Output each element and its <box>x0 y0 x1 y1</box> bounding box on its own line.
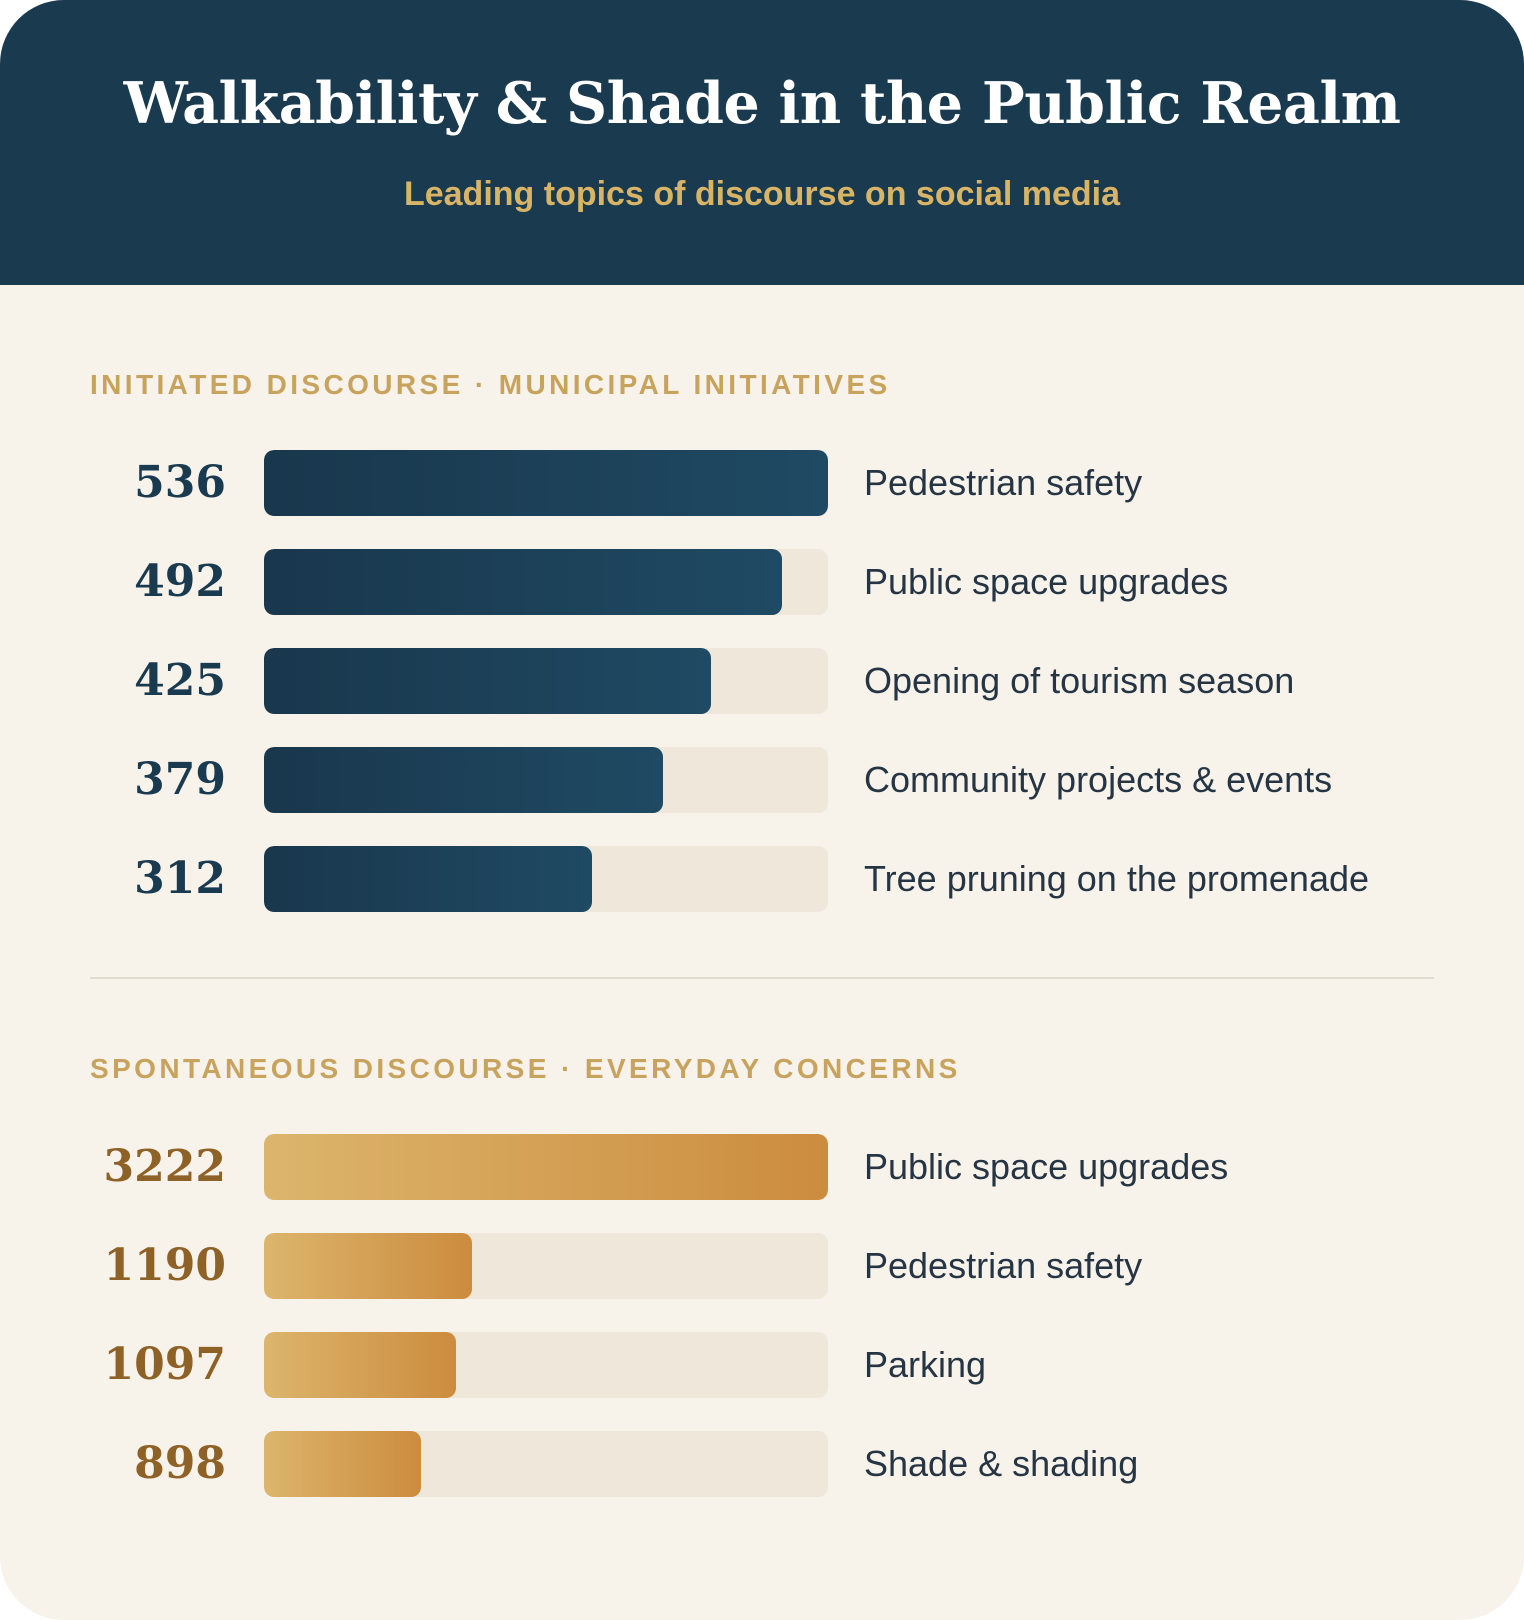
bar-track <box>264 1134 828 1200</box>
bar <box>264 450 828 516</box>
bar <box>264 1134 828 1200</box>
bar <box>264 1332 456 1398</box>
bar-value-label: 898 <box>134 1438 226 1489</box>
bar <box>264 1233 472 1299</box>
initiated-discourse-heading: INITIATED DISCOURSE · MUNICIPAL INITIATI… <box>90 369 891 400</box>
bar-row: 1190 Pedestrian safety <box>0 1233 1524 1299</box>
bar-value-label: 1190 <box>103 1240 226 1291</box>
bar-track <box>264 747 828 813</box>
bar-category-label: Public space upgrades <box>864 1146 1229 1187</box>
bar-category-label: Public space upgrades <box>864 561 1229 602</box>
page-title: Walkability & Shade in the Public Realm <box>123 70 1401 137</box>
bar-category-label: Community projects & events <box>864 759 1333 800</box>
bar-row: 492 Public space upgrades <box>0 549 1524 615</box>
bar-value-label: 536 <box>134 457 226 508</box>
page-subtitle: Leading topics of discourse on social me… <box>403 175 1121 213</box>
bar-track <box>264 1332 828 1398</box>
bar-track <box>264 846 828 912</box>
bar-value-label: 312 <box>134 853 226 904</box>
bar-row: 3222 Public space upgrades <box>0 1134 1524 1200</box>
bar <box>264 1431 421 1497</box>
bar-category-label: Tree pruning on the promenade <box>864 858 1370 899</box>
bar-track <box>264 648 828 714</box>
bar-value-label: 1097 <box>103 1339 226 1390</box>
bar-value-label: 3222 <box>103 1141 226 1192</box>
bar-row: 536 Pedestrian safety <box>0 450 1524 516</box>
initiated-discourse-chart: 536 Pedestrian safety 492 Public space upgr… <box>0 450 1524 945</box>
bar-value-label: 425 <box>134 655 226 706</box>
bar-row: 898 Shade & shading <box>0 1431 1524 1497</box>
bar-value-label: 379 <box>134 754 226 805</box>
bar-category-label: Opening of tourism season <box>864 660 1295 701</box>
bar-value-label: 492 <box>134 556 226 607</box>
bar-category-label: Shade & shading <box>864 1443 1139 1484</box>
bar-category-label: Pedestrian safety <box>864 462 1143 503</box>
bar-row: 425 Opening of tourism season <box>0 648 1524 714</box>
bar-track <box>264 549 828 615</box>
bar <box>264 648 711 714</box>
bar <box>264 846 592 912</box>
bar-track <box>264 1233 828 1299</box>
bar-row: 379 Community projects & events <box>0 747 1524 813</box>
bar <box>264 549 782 615</box>
spontaneous-discourse-heading: SPONTANEOUS DISCOURSE · EVERYDAY CONCERN… <box>90 1053 961 1084</box>
bar-track <box>264 1431 828 1497</box>
header-banner: Walkability & Shade in the Public Realm … <box>0 0 1524 285</box>
bar-row: 1097 Parking <box>0 1332 1524 1398</box>
bar-row: 312 Tree pruning on the promenade <box>0 846 1524 912</box>
bar-category-label: Pedestrian safety <box>864 1245 1143 1286</box>
spontaneous-discourse-chart: 3222 Public space upgrades 1190 Pedestrian … <box>0 1134 1524 1530</box>
bar-category-label: Parking <box>864 1344 987 1385</box>
section-divider <box>90 977 1434 979</box>
bar <box>264 747 663 813</box>
bar-track <box>264 450 828 516</box>
